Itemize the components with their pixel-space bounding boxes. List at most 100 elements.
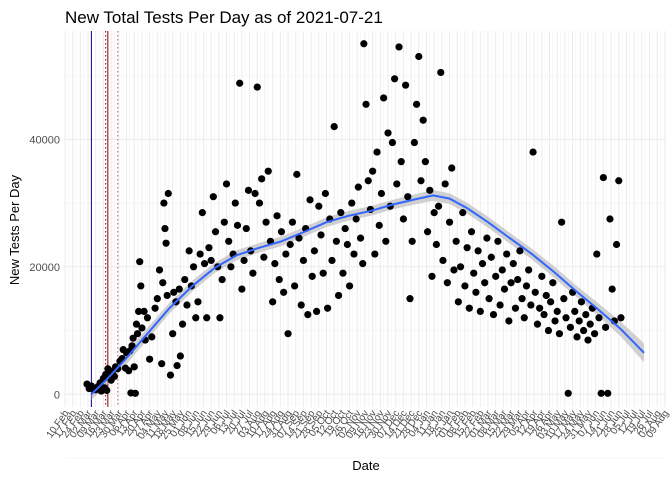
data-point	[238, 285, 246, 293]
data-point	[443, 279, 451, 287]
data-point	[362, 100, 370, 108]
data-point	[377, 189, 386, 198]
data-point	[284, 330, 292, 338]
chart-title: New Total Tests Per Day as of 2021-07-21	[65, 8, 383, 27]
data-point	[132, 320, 141, 328]
data-point	[155, 266, 164, 274]
data-point	[160, 199, 168, 207]
data-point	[288, 218, 297, 226]
data-point	[205, 244, 213, 252]
data-point	[498, 266, 506, 274]
data-point	[511, 304, 520, 312]
data-point	[308, 272, 316, 280]
data-point	[110, 372, 119, 381]
data-point	[183, 301, 191, 309]
data-point	[364, 177, 372, 185]
data-point	[426, 186, 434, 194]
data-point	[423, 228, 432, 236]
data-point	[233, 221, 242, 229]
data-point	[601, 323, 610, 331]
data-point	[271, 260, 279, 268]
data-point	[547, 298, 555, 306]
data-point	[606, 215, 614, 223]
data-point	[371, 250, 379, 258]
data-point	[133, 330, 142, 338]
data-point	[369, 167, 377, 175]
data-point	[240, 256, 248, 265]
data-point	[375, 221, 383, 229]
data-point	[500, 285, 509, 293]
data-point	[339, 269, 347, 277]
data-point	[176, 352, 184, 360]
data-point	[522, 282, 531, 290]
data-point	[397, 158, 405, 166]
data-point	[408, 237, 416, 245]
data-point	[211, 228, 220, 236]
data-point	[253, 83, 261, 91]
data-point	[555, 330, 564, 338]
data-point	[456, 263, 465, 271]
data-point	[275, 275, 283, 284]
data-point	[485, 295, 493, 303]
data-point	[218, 275, 226, 284]
data-point	[573, 333, 581, 341]
data-point	[297, 301, 305, 309]
data-point	[225, 237, 233, 245]
data-point	[360, 40, 368, 48]
data-point	[323, 304, 332, 312]
data-point	[321, 189, 329, 198]
data-point	[313, 307, 321, 316]
data-point	[330, 122, 338, 131]
data-point	[299, 256, 308, 265]
data-point	[531, 288, 539, 296]
data-point	[489, 310, 498, 319]
data-point	[354, 183, 362, 191]
data-point	[131, 389, 139, 397]
data-point	[399, 215, 408, 223]
data-point	[249, 269, 257, 277]
data-point	[343, 240, 351, 249]
data-point	[472, 288, 480, 296]
data-point	[255, 199, 264, 207]
data-point	[509, 260, 517, 268]
data-point	[579, 326, 588, 335]
data-point	[481, 279, 489, 287]
data-point	[562, 314, 570, 322]
data-point	[185, 247, 193, 255]
data-point	[273, 212, 281, 220]
data-point	[421, 158, 429, 166]
data-point	[209, 193, 217, 201]
data-point	[575, 317, 583, 325]
data-point	[465, 304, 473, 312]
data-point	[138, 324, 146, 332]
data-point	[492, 272, 500, 280]
data-point	[306, 196, 314, 204]
data-point	[608, 285, 616, 293]
data-point	[544, 326, 553, 335]
y-tick-label: 40000	[29, 134, 60, 146]
data-point	[507, 279, 515, 287]
data-point	[143, 314, 152, 322]
data-point	[198, 209, 206, 217]
data-point	[341, 224, 349, 233]
data-point	[332, 237, 340, 245]
data-point	[151, 304, 159, 312]
data-point	[153, 295, 161, 303]
data-point	[319, 269, 327, 277]
data-point	[448, 164, 456, 172]
data-point	[584, 336, 592, 344]
data-point	[295, 234, 303, 242]
data-point	[380, 94, 388, 102]
data-point	[304, 310, 312, 319]
data-point	[286, 240, 294, 249]
data-point	[345, 282, 354, 290]
data-point	[459, 209, 467, 217]
data-point	[494, 237, 502, 245]
data-point	[514, 275, 522, 284]
data-point	[161, 224, 169, 233]
data-point	[317, 231, 325, 239]
data-point	[404, 193, 412, 201]
data-point	[586, 320, 594, 328]
data-point	[258, 175, 266, 183]
data-point	[163, 291, 171, 300]
